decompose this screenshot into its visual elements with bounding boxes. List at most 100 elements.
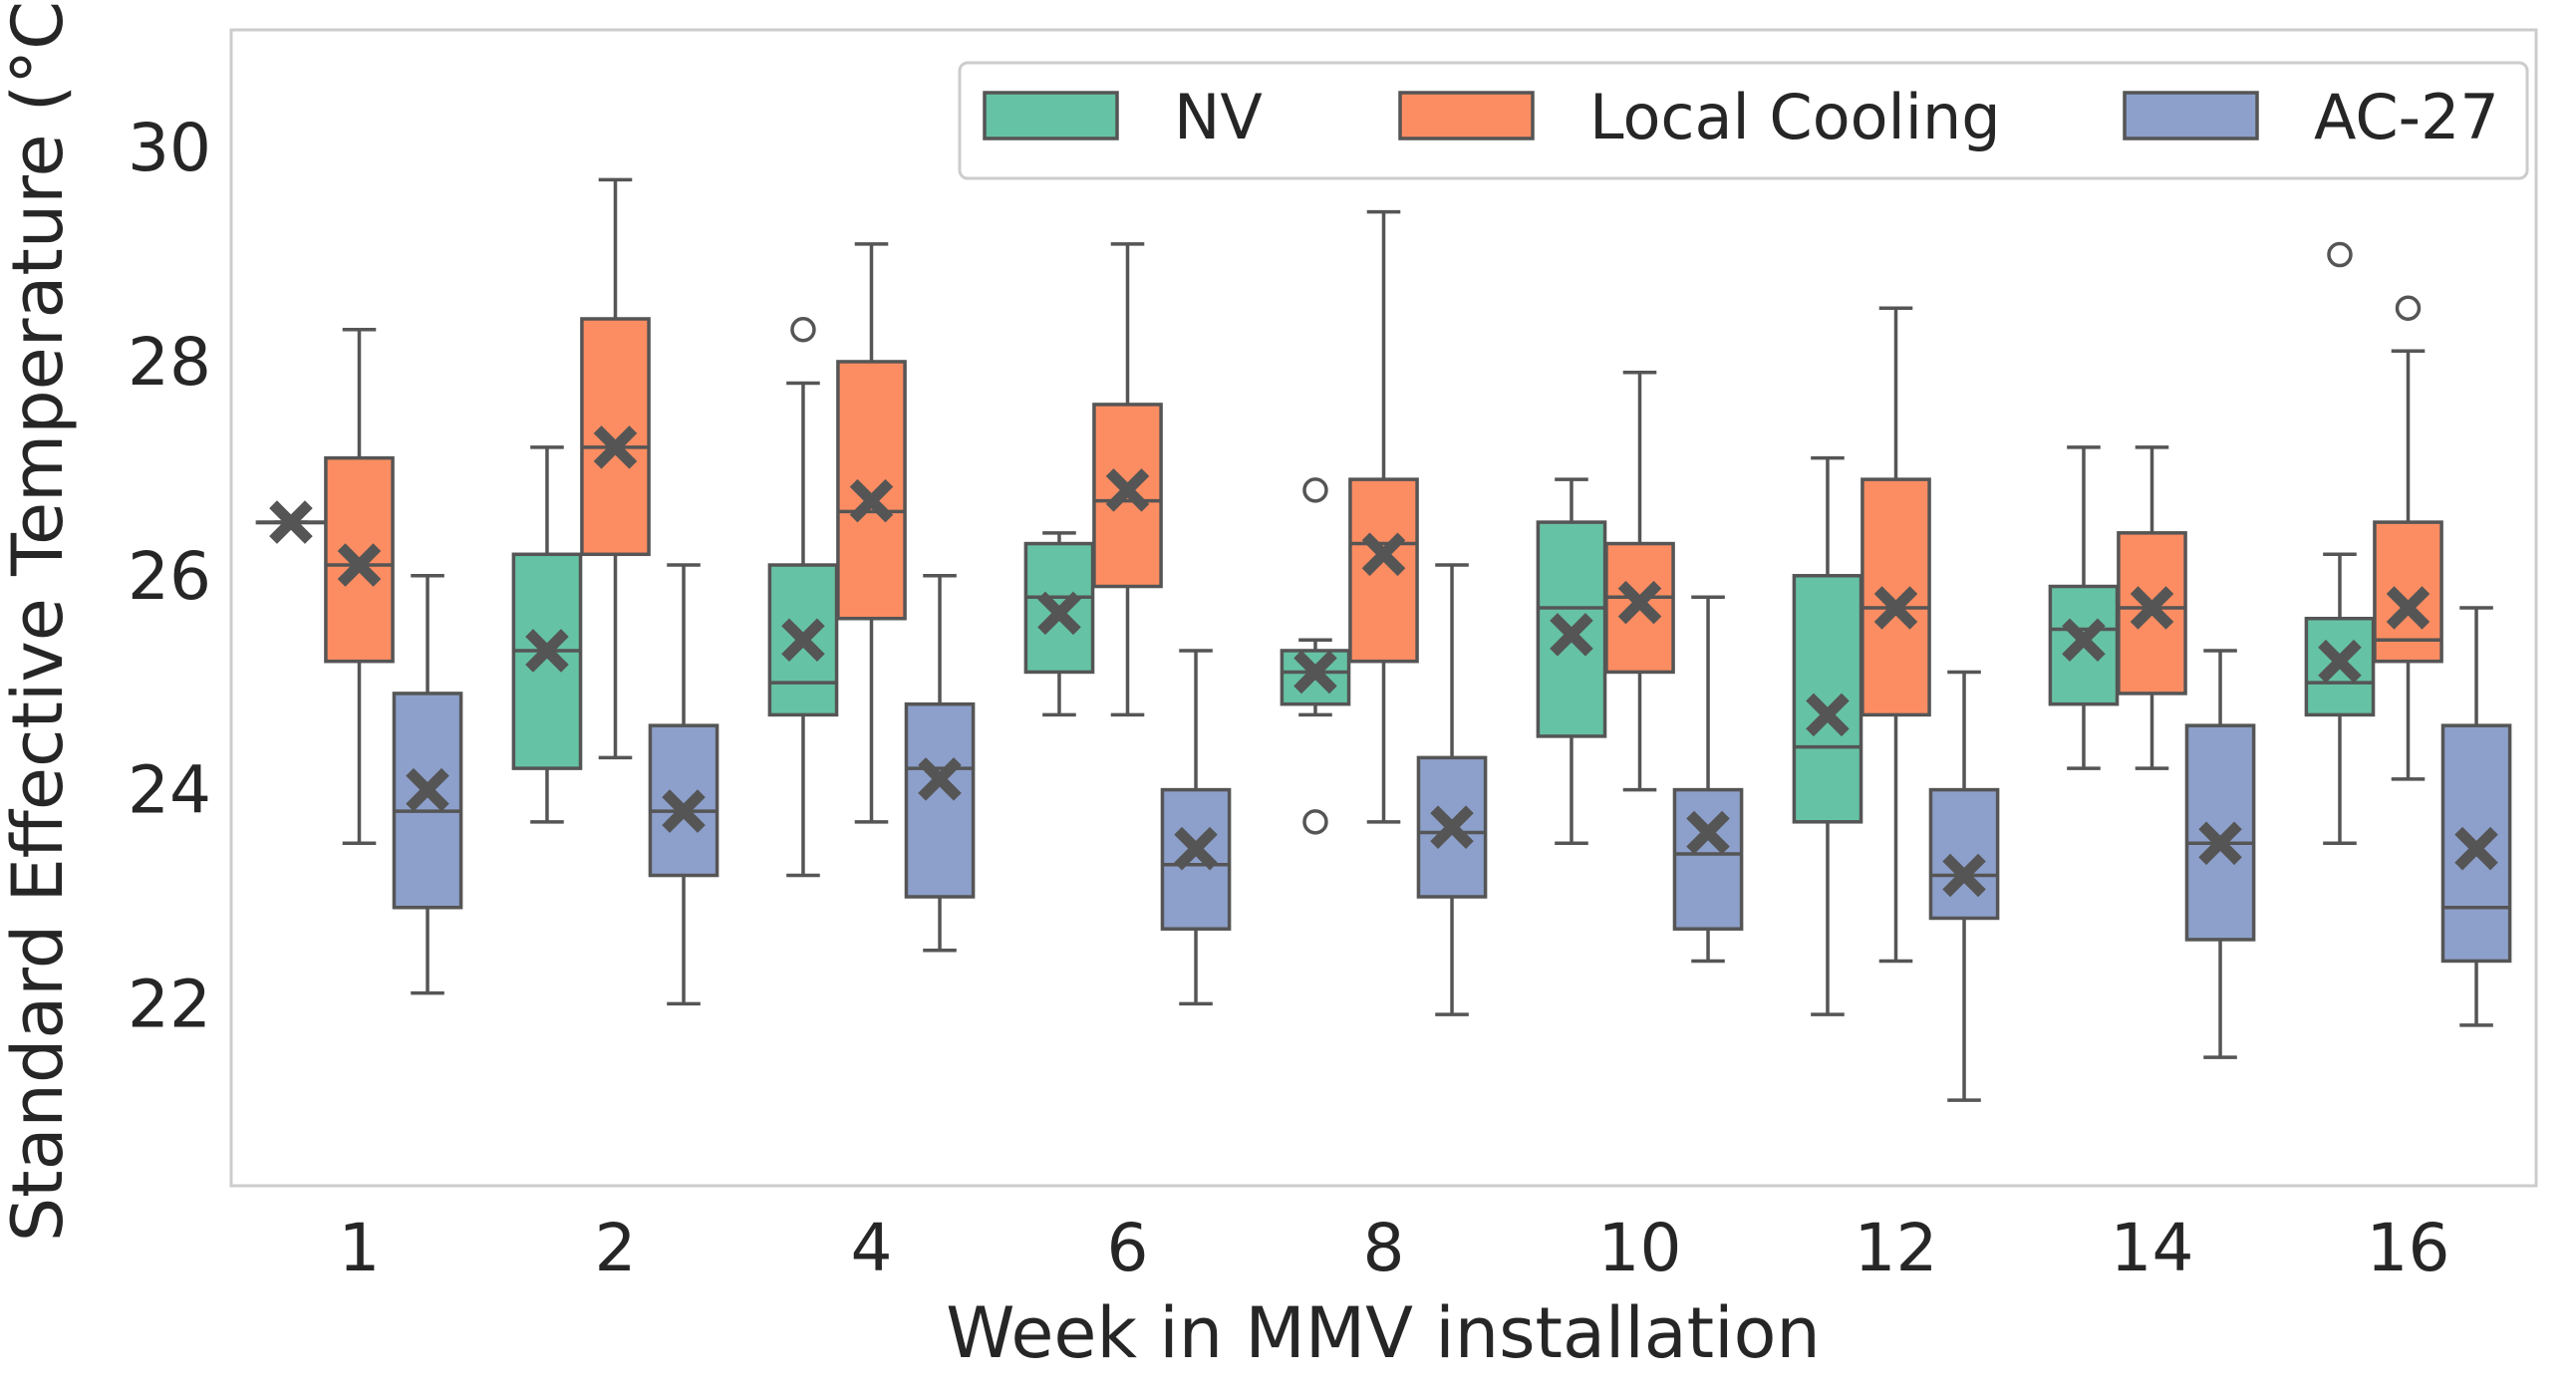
x-ticks: 1 2 4 6 8 10 12 14 16 [339, 1210, 2450, 1286]
box-nv-week-6 [1023, 531, 1095, 717]
mean-marker [2130, 586, 2174, 630]
legend-label-local-cooling: Local Cooling [1589, 81, 2001, 153]
outlier-point [790, 316, 816, 343]
box-local-cooling-week-6 [1092, 242, 1163, 717]
box-nv-week-1 [255, 500, 327, 544]
box-iqr [511, 552, 583, 770]
mean-marker [781, 618, 825, 663]
box-local-cooling-week-8 [1348, 209, 1419, 824]
mean-marker [337, 543, 382, 587]
box-ac-27-week-4 [904, 574, 976, 953]
mean-marker [269, 500, 313, 544]
mean-marker [1293, 650, 1337, 695]
box-local-cooling-week-2 [580, 177, 651, 760]
x-tick-label: 4 [851, 1210, 893, 1286]
boxes-layer [255, 177, 2512, 1102]
mean-marker [1873, 586, 1918, 630]
box-local-cooling-week-14 [2117, 445, 2187, 770]
y-tick-label: 24 [128, 752, 211, 829]
box-ac-27-week-8 [1416, 563, 1488, 1016]
box-iqr [1860, 477, 1931, 717]
box-iqr [1672, 787, 1744, 931]
box-ac-27-week-10 [1672, 595, 1744, 964]
mean-marker [1037, 591, 1081, 636]
outlier-point [1302, 477, 1328, 503]
x-tick-label: 14 [2111, 1210, 2194, 1286]
x-tick-label: 6 [1107, 1210, 1149, 1286]
box-local-cooling-week-10 [1604, 370, 1675, 792]
legend-swatch-local-cooling [1398, 91, 1535, 140]
box-iqr [1792, 574, 1863, 824]
mean-marker [525, 629, 569, 673]
box-local-cooling-week-4 [836, 242, 907, 824]
outlier-point [2395, 295, 2422, 322]
mean-marker [1806, 693, 1850, 737]
box-iqr [836, 360, 907, 621]
x-tick-label: 8 [1363, 1210, 1405, 1286]
box-ac-27-week-16 [2440, 606, 2512, 1027]
legend: NV Local Cooling AC-27 [958, 61, 2529, 180]
box-ac-27-week-2 [648, 563, 719, 1006]
y-tick-label: 28 [128, 324, 211, 401]
box-nv-week-8 [1280, 477, 1351, 835]
y-tick-label: 26 [128, 538, 211, 615]
mean-marker [1686, 810, 1730, 855]
x-tick-label: 2 [595, 1210, 637, 1286]
y-tick-label: 22 [128, 966, 211, 1042]
mean-marker [593, 425, 638, 469]
box-local-cooling-week-1 [324, 327, 395, 846]
mean-marker [2454, 826, 2498, 871]
box-iqr [1160, 787, 1232, 931]
box-local-cooling-week-12 [1860, 306, 1931, 964]
box-iqr [580, 317, 651, 557]
y-tick-label: 30 [128, 110, 211, 186]
legend-label-nv: NV [1174, 81, 1263, 153]
mean-marker [2318, 639, 2362, 684]
mean-marker [1942, 853, 1986, 898]
legend-swatch-nv [983, 91, 1119, 140]
box-iqr [767, 563, 839, 717]
box-nv-week-2 [511, 445, 583, 824]
box-ac-27-week-1 [392, 574, 463, 995]
box-iqr [648, 723, 719, 878]
box-iqr [1928, 787, 2000, 921]
x-tick-label: 16 [2367, 1210, 2450, 1286]
mean-marker [1361, 532, 1406, 577]
mean-marker [918, 757, 962, 801]
box-iqr [392, 692, 463, 910]
box-nv-week-4 [767, 316, 839, 878]
box-ac-27-week-6 [1160, 649, 1232, 1006]
box-iqr [2304, 616, 2376, 717]
box-iqr [904, 701, 976, 899]
box-iqr [2373, 520, 2443, 664]
mean-marker [1617, 580, 1662, 625]
box-ac-27-week-12 [1928, 670, 2000, 1102]
mean-marker [849, 478, 894, 523]
mean-marker [2386, 586, 2431, 630]
y-axis-label: Standard Effective Temperature (°C) [0, 0, 79, 1242]
box-nv-week-14 [2048, 445, 2120, 770]
plot-frame [229, 28, 2538, 1188]
mean-marker [406, 767, 449, 812]
x-tick-label: 12 [1855, 1210, 1938, 1286]
box-iqr [1348, 477, 1419, 664]
mean-marker [1105, 468, 1150, 512]
mean-marker [1174, 826, 1218, 871]
box-nv-week-16 [2304, 241, 2376, 846]
outlier-point [1302, 809, 1328, 835]
x-axis-label: Week in MMV installation [946, 1292, 1821, 1374]
mean-marker [2062, 618, 2106, 663]
outlier-point [2327, 241, 2353, 268]
legend-label-ac-27: AC-27 [2314, 81, 2499, 153]
x-tick-label: 10 [1598, 1210, 1682, 1286]
y-ticks: 22 24 26 28 30 [128, 110, 211, 1042]
box-ac-27-week-14 [2184, 649, 2256, 1059]
legend-swatch-ac-27 [2123, 91, 2259, 140]
box-nv-week-10 [1536, 477, 1607, 846]
mean-marker [2198, 821, 2242, 866]
x-tick-label: 1 [339, 1210, 381, 1286]
box-iqr [2184, 723, 2256, 942]
mean-marker [662, 789, 706, 833]
mean-marker [1550, 613, 1593, 657]
